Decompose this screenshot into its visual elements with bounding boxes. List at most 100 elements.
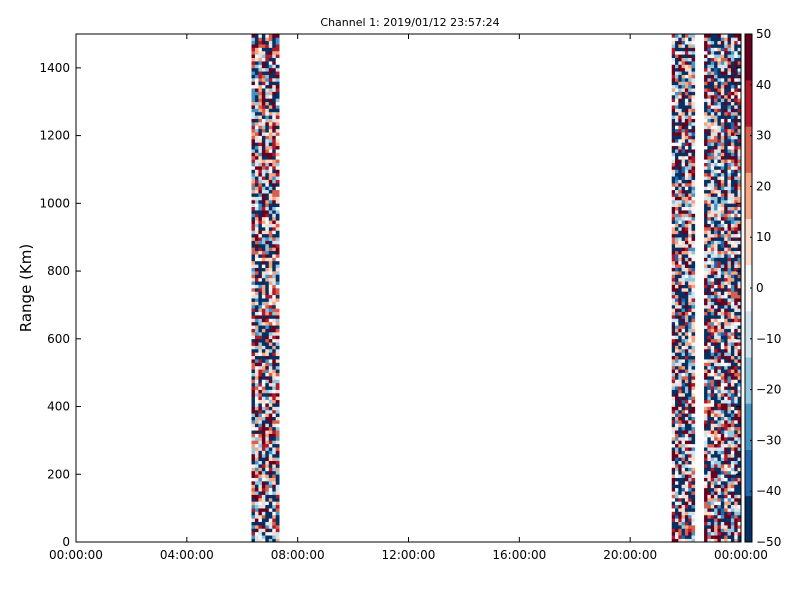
heatmap-cell <box>727 67 732 72</box>
heatmap-cell <box>265 345 270 350</box>
heatmap-cell <box>254 433 259 438</box>
heatmap-cell <box>714 67 718 72</box>
heatmap-cell <box>268 484 273 489</box>
heatmap-cell <box>265 61 270 65</box>
heatmap-cell <box>734 359 738 363</box>
heatmap-cell <box>268 250 273 255</box>
heatmap-cell <box>251 335 256 340</box>
heatmap-cell <box>724 64 728 69</box>
heatmap-cell <box>258 78 263 82</box>
heatmap-cell <box>268 294 273 299</box>
heatmap-cell <box>724 40 728 45</box>
heatmap-cell <box>727 311 732 316</box>
heatmap-cell <box>737 332 742 336</box>
heatmap-cell <box>688 328 692 333</box>
heatmap-cell <box>714 487 718 492</box>
heatmap-cell <box>678 342 682 346</box>
heatmap-cell <box>684 403 689 407</box>
heatmap-cell <box>265 135 270 140</box>
heatmap-cell <box>681 514 686 519</box>
heatmap-cell <box>684 277 689 282</box>
heatmap-cell <box>258 169 263 174</box>
heatmap-cell <box>720 98 725 103</box>
heatmap-cell <box>730 199 735 204</box>
heatmap-cell <box>730 196 735 201</box>
heatmap-cell <box>684 267 689 272</box>
heatmap-cell <box>724 352 728 357</box>
heatmap-cell <box>675 199 679 204</box>
heatmap-cell <box>704 369 708 373</box>
heatmap-cell <box>681 149 686 153</box>
heatmap-cell <box>720 433 725 438</box>
heatmap-cell <box>737 423 742 428</box>
heatmap-cell <box>681 37 686 42</box>
heatmap-cell <box>737 464 742 468</box>
heatmap-cell <box>275 413 280 417</box>
heatmap-cell <box>265 416 270 421</box>
heatmap-cell <box>684 437 689 441</box>
heatmap-cell <box>671 274 676 279</box>
heatmap-cell <box>675 389 679 394</box>
heatmap-cell <box>724 196 728 201</box>
heatmap-cell <box>681 355 686 360</box>
heatmap-cell <box>707 457 712 462</box>
heatmap-cell <box>724 457 728 462</box>
heatmap-cell <box>734 518 738 522</box>
heatmap-cell <box>675 193 679 197</box>
heatmap-cell <box>734 88 738 92</box>
heatmap-cell <box>678 474 682 478</box>
heatmap-cell <box>268 433 273 438</box>
heatmap-cell <box>707 284 712 289</box>
heatmap-cell <box>681 94 686 99</box>
heatmap-cell <box>710 298 715 302</box>
heatmap-cell <box>727 101 732 106</box>
heatmap-cell <box>254 237 259 241</box>
heatmap-cell <box>261 514 266 519</box>
heatmap-cell <box>671 74 676 79</box>
heatmap-cell <box>268 196 273 201</box>
heatmap-cell <box>727 460 732 465</box>
heatmap-cell <box>710 430 715 434</box>
heatmap-cell <box>704 298 708 302</box>
heatmap-cell <box>275 271 280 275</box>
heatmap-cell <box>724 315 728 319</box>
heatmap-cell <box>691 328 696 333</box>
heatmap-cell <box>258 260 263 265</box>
heatmap-cell <box>724 132 728 136</box>
heatmap-cell <box>717 284 722 289</box>
heatmap-cell <box>265 88 270 92</box>
heatmap-cell <box>265 399 270 404</box>
heatmap-cell <box>688 277 692 282</box>
heatmap-cell <box>684 321 689 326</box>
heatmap-cell <box>691 457 696 462</box>
heatmap-cell <box>265 94 270 99</box>
heatmap-cell <box>671 71 676 75</box>
heatmap-cell <box>681 81 686 86</box>
heatmap-cell <box>251 433 256 438</box>
heatmap-cell <box>720 240 725 245</box>
heatmap-cell <box>714 240 718 245</box>
heatmap-cell <box>727 132 732 136</box>
heatmap-cell <box>710 288 715 292</box>
heatmap-cell <box>714 450 718 455</box>
heatmap-cell <box>720 84 725 89</box>
heatmap-cell <box>710 332 715 336</box>
heatmap-cell <box>671 345 676 350</box>
heatmap-cell <box>714 115 718 119</box>
heatmap-cell <box>727 294 732 299</box>
heatmap-cell <box>681 183 686 187</box>
heatmap-cell <box>268 443 273 448</box>
heatmap-cell <box>684 227 689 231</box>
heatmap-cell <box>254 254 259 258</box>
heatmap-cell <box>684 433 689 438</box>
heatmap-cell <box>730 453 735 458</box>
heatmap-cell <box>258 132 263 136</box>
heatmap-cell <box>704 223 708 228</box>
heatmap-cell <box>678 149 682 153</box>
heatmap-cell <box>265 501 270 506</box>
heatmap-cell <box>724 220 728 224</box>
heatmap-cell <box>720 105 725 109</box>
heatmap-cell <box>691 152 696 157</box>
heatmap-cell <box>707 108 712 113</box>
